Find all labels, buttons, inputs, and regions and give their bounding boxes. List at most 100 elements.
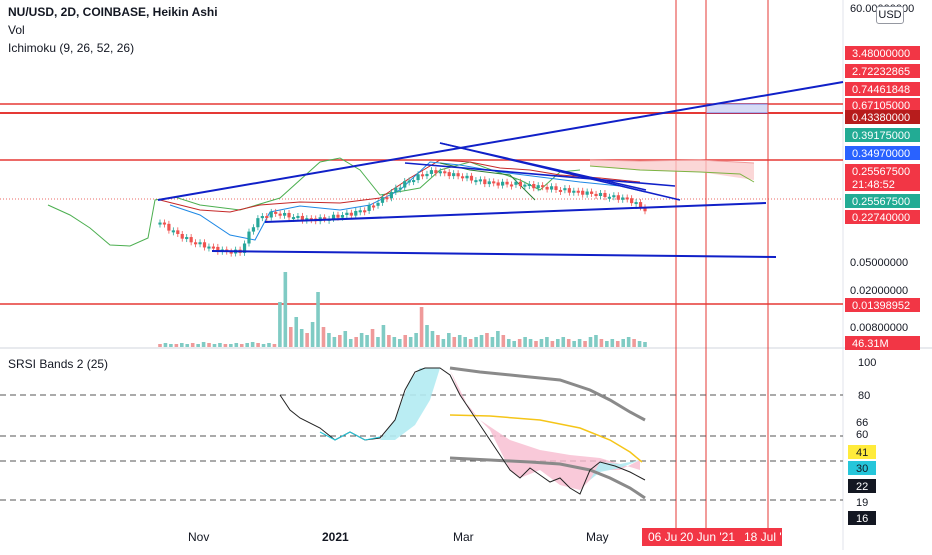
candle-body: [247, 231, 251, 244]
candle-body: [518, 181, 523, 187]
candle-body: [621, 197, 625, 200]
candle-body: [456, 173, 460, 177]
candle-body: [572, 190, 576, 193]
candle-body: [340, 215, 345, 218]
volume-bar: [528, 339, 533, 347]
candle-body: [501, 181, 505, 186]
volume-bar: [605, 341, 609, 347]
volume-bar: [229, 344, 233, 347]
volume-bar: [354, 337, 358, 347]
ichimoku-base: [159, 159, 641, 213]
volume-bar: [207, 343, 211, 347]
srsi-signal: [319, 431, 381, 441]
candle-body: [612, 195, 616, 198]
price-badge-label: 46.31M: [852, 338, 889, 350]
volume-bar: [376, 337, 380, 347]
candle-body: [354, 210, 358, 216]
candle-body: [434, 170, 438, 174]
srsi-axis-badge-label: 16: [856, 513, 868, 525]
candle-body: [576, 190, 580, 193]
candle-body: [465, 175, 469, 179]
volume-bar: [250, 342, 255, 347]
price-badge-label: 0.22740000: [852, 212, 910, 224]
candle-body: [505, 181, 509, 185]
volume-bar: [610, 339, 615, 347]
candle-body: [331, 214, 336, 219]
volume-bar: [545, 337, 549, 347]
volume-bar: [158, 344, 162, 347]
volume-bar: [599, 339, 604, 347]
date-marker-label: 06 Ju: [648, 530, 677, 544]
ichimoku-label[interactable]: Ichimoku (9, 26, 52, 26): [8, 41, 135, 55]
candle-body: [265, 216, 269, 219]
volume-bar: [414, 333, 418, 347]
vol-label[interactable]: Vol: [8, 23, 25, 37]
volume-bar: [425, 325, 429, 347]
candle-body: [558, 189, 563, 192]
volume-bar: [245, 343, 249, 347]
price-tick-label: 0.05000000: [850, 257, 908, 269]
volume-bar: [392, 337, 397, 347]
candle-body: [514, 181, 518, 185]
ichimoku-conversion: [169, 161, 646, 241]
candle-body: [180, 233, 184, 239]
candle-body: [193, 242, 198, 245]
candle-body: [563, 188, 567, 191]
volume-bar: [283, 272, 288, 347]
srsi-tick-label: 100: [858, 357, 876, 369]
cloud-edge-a: [589, 159, 755, 164]
price-badge-label: 0.43380000: [852, 112, 910, 124]
volume-bar: [278, 302, 282, 347]
volume-bar: [496, 331, 500, 347]
srsi-label[interactable]: SRSI Bands 2 (25): [8, 357, 109, 371]
volume-bar: [185, 344, 190, 347]
candle-body: [349, 212, 353, 216]
candle-body: [211, 246, 215, 249]
volume-bar: [485, 333, 489, 347]
currency-button[interactable]: USD: [876, 6, 904, 24]
trendline: [439, 142, 681, 201]
price-badge: [845, 110, 920, 124]
srsi-axis-badge-label: 19: [856, 497, 868, 509]
srsi-pink-fill: [450, 370, 640, 490]
candle-body: [282, 212, 287, 216]
volume-bar: [534, 341, 538, 347]
candle-body: [309, 218, 313, 221]
date-marker-label: 20 Jun '21: [680, 530, 735, 544]
candle-body: [541, 185, 545, 188]
volume-bar: [506, 339, 511, 347]
candle-body: [429, 170, 434, 174]
candle-body: [389, 192, 393, 199]
volume-bar: [572, 341, 576, 347]
candle-body: [478, 179, 482, 182]
price-badge: [845, 194, 920, 208]
volume-bar: [381, 325, 386, 347]
volume-bar: [626, 337, 631, 347]
candle-body: [443, 171, 447, 174]
candle-body: [581, 190, 585, 195]
candle-body: [274, 211, 278, 214]
volume-bar: [294, 317, 299, 347]
volume-bar: [288, 327, 293, 347]
candle-body: [394, 187, 398, 193]
candle-body: [229, 251, 233, 254]
candle-body: [300, 215, 304, 221]
volume-bar: [561, 337, 566, 347]
srsi-axis-badge: [848, 445, 876, 459]
volume-bar: [474, 337, 478, 347]
candle-body: [425, 173, 429, 177]
volume-bar: [594, 335, 598, 347]
candle-body: [260, 216, 264, 219]
candle-body: [545, 186, 549, 190]
volume-bar: [430, 331, 435, 347]
candle-body: [367, 205, 371, 211]
price-badge: [845, 82, 920, 96]
volume-bar: [190, 343, 195, 347]
price-tick-label: 0.00800000: [850, 322, 908, 334]
volume-bar: [163, 343, 168, 347]
candle-body: [447, 172, 451, 177]
price-badge-label: 3.48000000: [852, 48, 910, 60]
highlight-box: [705, 103, 769, 114]
